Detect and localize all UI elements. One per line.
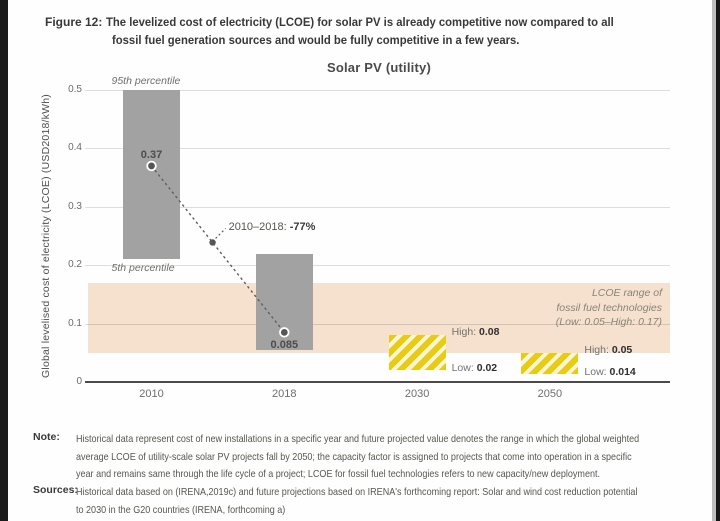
fossil-caption-line-1: LCOE range of [591, 287, 662, 299]
trend-dashed-line [150, 165, 285, 333]
trend-change-annotation: 2010–2018: -77% [228, 221, 316, 234]
gridline [85, 265, 670, 267]
bar-high-label: High: 0.05 [584, 343, 633, 356]
sources-label: Sources: [33, 484, 78, 496]
bar-low-label: Low: 0.014 [584, 365, 636, 378]
x-axis-line [85, 381, 670, 383]
note-line-3: year and remains same through the life c… [76, 468, 601, 480]
fossil-band-caption: LCOE range of fossil fuel technologies (… [556, 286, 662, 330]
fossil-caption-line-2: fossil fuel technologies [556, 301, 662, 314]
sources-line-1: Historical data based on (IRENA,2019c) a… [76, 486, 638, 498]
figure-title-line-1: The levelized cost of electricity (LCOE)… [106, 15, 614, 29]
left-edge-strip [0, 0, 8, 521]
gridline [85, 148, 670, 150]
note-line-1: Historical data represent cost of new in… [76, 433, 640, 445]
y-tick-label: 0 [76, 376, 82, 387]
x-tick-label-2010: 2010 [139, 388, 164, 400]
percentile-high-label: 95th percentile [111, 75, 181, 87]
sources-line-2: to 2030 in the G20 countries (IRENA, for… [76, 503, 286, 516]
bar-high-label: High: 0.08 [451, 326, 500, 339]
note-text: Historical data represent cost of new in… [76, 431, 720, 484]
y-tick-label: 0.3 [68, 200, 82, 212]
y-tick-label: 0.4 [68, 142, 82, 154]
gridline [85, 206, 670, 208]
figure-number: Figure 12: [45, 15, 103, 29]
x-tick-label-2018: 2018 [272, 388, 297, 400]
percentile-low-label: 5th percentile [111, 262, 175, 275]
fossil-fuel-range-band [88, 282, 670, 353]
x-tick-label-2050: 2050 [537, 388, 563, 400]
right-edge-strip-light [712, 0, 716, 521]
y-tick-label: 0.5 [68, 84, 82, 95]
marker-dot-2018 [279, 327, 290, 338]
bar-2050 [521, 352, 579, 374]
bar-2030 [388, 335, 446, 371]
marker-dot-2010 [146, 160, 157, 172]
note-line-2: average LCOE of utility-scale solar PV p… [76, 450, 632, 463]
figure-title-line-2: fossil fuel generation sources and would… [112, 33, 520, 47]
annotation-connector-line [215, 228, 227, 239]
marker-value-label: 0.37 [140, 148, 163, 161]
y-axis-ticks: 0 0.1 0.2 0.3 0.4 0.5 [50, 84, 82, 387]
gridline [85, 323, 670, 325]
plot-area: LCOE range of fossil fuel technologies (… [85, 75, 670, 400]
right-edge-strip-dark [716, 0, 720, 521]
trend-midpoint-dot [209, 239, 216, 246]
note-label: Note: [33, 431, 60, 443]
marker-value-label: 0.085 [270, 339, 299, 352]
x-tick-label-2030: 2030 [404, 388, 430, 400]
chart-title: Solar PV (utility) [326, 60, 431, 75]
sources-text: Historical data based on (IRENA,2019c) a… [76, 484, 720, 519]
fossil-caption-line-3: (Low: 0.05–High: 0.17) [555, 316, 662, 328]
bar-2010 [123, 90, 180, 260]
trend-overlay [146, 160, 290, 338]
bar-low-label: Low: 0.02 [451, 362, 498, 375]
gridline [85, 90, 670, 91]
y-tick-label: 0.2 [68, 259, 82, 271]
y-tick-label: 0.1 [68, 317, 82, 329]
